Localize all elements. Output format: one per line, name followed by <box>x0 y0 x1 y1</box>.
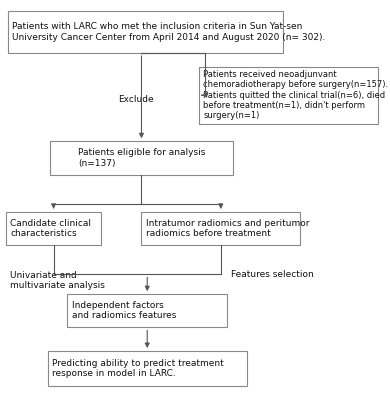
Text: Independent factors
and radiomics features: Independent factors and radiomics featur… <box>71 301 176 320</box>
Text: Exclude: Exclude <box>118 95 154 104</box>
Text: Univariate and
multivariate analysis: Univariate and multivariate analysis <box>10 271 105 290</box>
FancyBboxPatch shape <box>48 351 246 386</box>
FancyBboxPatch shape <box>142 212 300 245</box>
FancyBboxPatch shape <box>6 212 101 245</box>
Text: Features selection: Features selection <box>231 270 314 279</box>
Text: Intratumor radiomics and peritumor
radiomics before treatment: Intratumor radiomics and peritumor radio… <box>146 219 310 238</box>
FancyBboxPatch shape <box>199 67 378 124</box>
FancyBboxPatch shape <box>8 11 283 53</box>
FancyBboxPatch shape <box>67 294 227 327</box>
Text: Patients with LARC who met the inclusion criteria in Sun Yat-sen
University Canc: Patients with LARC who met the inclusion… <box>12 22 326 42</box>
Text: Patients eligible for analysis
(n=137): Patients eligible for analysis (n=137) <box>78 148 205 168</box>
FancyBboxPatch shape <box>50 141 233 174</box>
Text: Predicting ability to predict treatment
response in model in LARC.: Predicting ability to predict treatment … <box>52 359 224 378</box>
Text: Patients received neoadjunvant
chemoradiotherapy before surgery(n=157).
Patients: Patients received neoadjunvant chemoradi… <box>204 70 388 120</box>
Text: Candidate clinical
characteristics: Candidate clinical characteristics <box>11 219 91 238</box>
